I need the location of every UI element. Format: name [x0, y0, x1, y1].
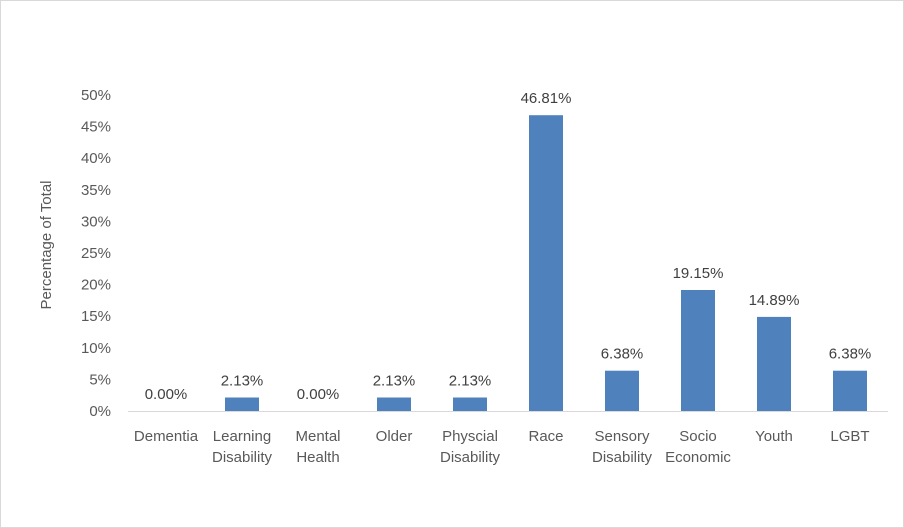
x-tick-label: Physcial: [442, 428, 498, 445]
y-tick-label: 10%: [81, 340, 111, 357]
data-label: 46.81%: [521, 90, 572, 107]
x-tick-label: LGBT: [830, 428, 869, 445]
x-tick-label: Learning: [213, 428, 271, 445]
y-tick-label: 45%: [81, 119, 111, 136]
x-tick-label: Disability: [592, 449, 653, 466]
data-label: 2.13%: [373, 373, 416, 390]
x-tick-label: Disability: [212, 449, 273, 466]
data-label: 19.15%: [673, 265, 724, 282]
data-label: 6.38%: [829, 346, 872, 363]
data-label: 0.00%: [145, 386, 188, 403]
bar: [833, 370, 867, 411]
bar: [605, 370, 639, 411]
y-tick-label: 35%: [81, 182, 111, 199]
x-tick-label: Socio: [679, 428, 717, 445]
data-label: 14.89%: [749, 292, 800, 309]
x-tick-label: Health: [296, 449, 339, 466]
bar: [757, 316, 791, 411]
x-tick-label: Race: [528, 428, 563, 445]
bar: [529, 115, 563, 411]
bar: [453, 397, 487, 411]
data-label: 2.13%: [449, 373, 492, 390]
y-tick-label: 5%: [89, 371, 111, 388]
data-label: 2.13%: [221, 373, 264, 390]
y-tick-label: 30%: [81, 213, 111, 230]
y-tick-label: 50%: [81, 87, 111, 104]
y-tick-label: 25%: [81, 245, 111, 262]
x-tick-label: Older: [376, 428, 413, 445]
bar: [225, 397, 259, 411]
data-label: 0.00%: [297, 386, 340, 403]
x-tick-label: Economic: [665, 449, 731, 466]
x-tick-label: Dementia: [134, 428, 199, 445]
data-label: 6.38%: [601, 346, 644, 363]
bar: [377, 397, 411, 411]
y-tick-label: 40%: [81, 150, 111, 167]
y-axis-title: Percentage of Total: [38, 181, 55, 310]
bar: [681, 290, 715, 411]
x-tick-label: Youth: [755, 428, 793, 445]
y-tick-label: 20%: [81, 277, 111, 294]
y-tick-label: 0%: [89, 403, 111, 420]
x-tick-label: Mental: [295, 428, 340, 445]
x-tick-label: Disability: [440, 449, 501, 466]
x-tick-label: Sensory: [594, 428, 650, 445]
y-tick-label: 15%: [81, 308, 111, 325]
